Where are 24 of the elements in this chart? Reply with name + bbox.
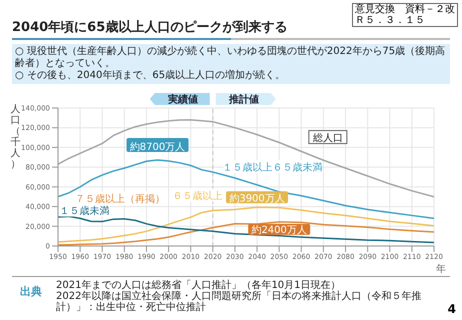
line-series (58, 159, 434, 220)
annotation: 約2400万人 (251, 224, 307, 236)
text: ７５歳以上（再掲） (74, 193, 165, 206)
text: ○ その後も、2040年頃まで、65歳以上人口の増加が続く。 (15, 70, 286, 82)
chart-title: 2040年頃に65歳以上人口のピークが到来する (12, 19, 288, 36)
series-label: ６５歳以上 (172, 190, 222, 202)
series-label: 総人口 (312, 132, 343, 144)
annotation: 約3900万人 (229, 193, 285, 204)
text: 4 (448, 302, 456, 316)
annotation: 約8700万人 (130, 142, 186, 154)
text: 推計値 (228, 94, 259, 106)
line-series (58, 216, 434, 244)
text: 実績値 (166, 94, 198, 106)
series-label: １５歳未満 (60, 205, 110, 218)
text: Ｒ５．３．１５ (355, 15, 426, 26)
text: 2021年までの人口は総務省「人口推計」（各年10月1日現在） (56, 280, 341, 291)
text: 出典 (20, 284, 42, 299)
text: 2022年以降は国立社会保障・人口問題研究所「日本の将来推計人口（令和５年推計）」：出生中位・死亡中位推計 (56, 291, 422, 313)
y-axis-title: 人口（千人） (10, 104, 21, 170)
x-axis-title: 年 (436, 263, 446, 276)
line-series (58, 206, 434, 243)
series-label: １５歳以上６５歳未満 (222, 162, 323, 174)
text: ○ 現役世代（生産年齢人口）の減少が続く中、いわゆる団塊の世代が2022年から75歳（後期高齢者）となっていく。 (15, 46, 446, 70)
text: 意見交換 資料－２改 (355, 4, 455, 15)
